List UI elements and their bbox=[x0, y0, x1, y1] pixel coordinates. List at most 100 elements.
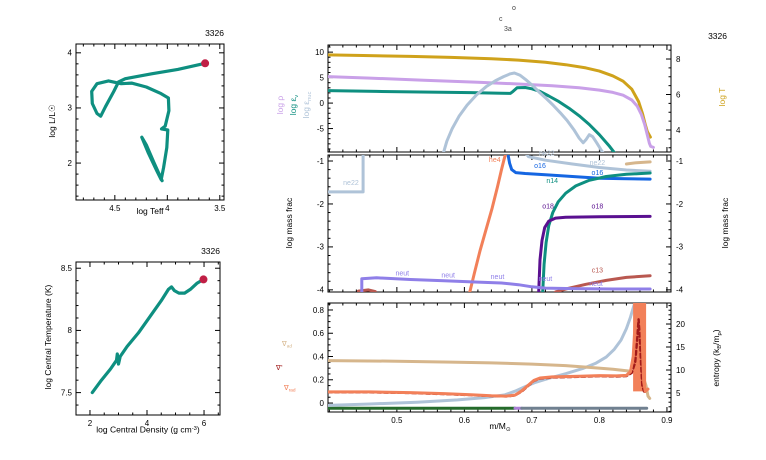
p1-ylabel-log-eps-nuc: log εnuc bbox=[300, 91, 314, 119]
current-model-marker bbox=[201, 59, 210, 68]
current-model-marker bbox=[199, 275, 208, 284]
curve-label-neut: neut bbox=[539, 276, 553, 283]
p1-ylabel-log-T: log T bbox=[717, 87, 727, 107]
tick-label: 0.8 bbox=[313, 306, 325, 315]
tick-label: -4 bbox=[676, 286, 684, 295]
burn-label-o: o bbox=[512, 5, 516, 12]
panel-series bbox=[90, 61, 207, 183]
tick-label: -3 bbox=[317, 243, 325, 252]
tick-label: 2 bbox=[88, 419, 93, 428]
p3-label-grad-ad: ∇ad bbox=[282, 341, 292, 350]
tick-label: 5 bbox=[320, 73, 325, 82]
p3-ylabel-entropy: entropy (kB/mp) bbox=[710, 329, 724, 387]
trho-x-axis-label: log Central Density (g cm-3) bbox=[96, 424, 200, 435]
profile-model-number: 3326 bbox=[708, 31, 727, 41]
tick-label: -2 bbox=[317, 200, 325, 209]
series-evolution-track bbox=[90, 61, 207, 183]
tick-label: 15 bbox=[676, 343, 685, 352]
series-log-rho bbox=[328, 75, 655, 149]
curve-label-ne22: ne22 bbox=[343, 180, 359, 187]
curve-label-o18: o18 bbox=[542, 203, 554, 210]
burn-label-c: c bbox=[499, 16, 503, 23]
panel-profile-bot: 0.5 0.6 0.7 0.8 0.9 0.8 0.6 0.4 0.2 0 20 15 10 5 bbox=[313, 302, 685, 425]
tick-label: 5 bbox=[676, 389, 681, 398]
panel-series bbox=[328, 155, 652, 292]
tick-label: 0.5 bbox=[391, 416, 403, 425]
curve-label-n14: n14 bbox=[546, 178, 558, 185]
curve-label-neut: neut bbox=[491, 274, 505, 281]
tick-label: 3 bbox=[68, 104, 73, 113]
tick-label: 4 bbox=[145, 419, 150, 428]
curve-label-o16: o16 bbox=[534, 163, 546, 170]
curve-label-o18: o18 bbox=[592, 203, 604, 210]
tick-label: 0 bbox=[320, 399, 325, 408]
curve-label-neut: neut bbox=[395, 271, 409, 278]
hr-model-number: 3326 bbox=[205, 28, 224, 38]
p1-ylabel-log-rho: log ρ bbox=[274, 95, 285, 115]
tick-label: -2 bbox=[676, 200, 684, 209]
curve-label-ne22: ne22 bbox=[539, 150, 555, 157]
tick-label: 0.7 bbox=[526, 416, 538, 425]
tick-label: 4.5 bbox=[109, 204, 121, 213]
series-grad-star bbox=[328, 318, 648, 398]
curve-label-he4: he4 bbox=[489, 157, 501, 164]
series-ne22-core bbox=[328, 155, 365, 194]
tick-label: 8 bbox=[68, 326, 73, 335]
tick-label: -3 bbox=[676, 243, 684, 252]
tick-label: 6 bbox=[676, 90, 681, 99]
panel-hr: 4.5 4 3.5 4 3 2 bbox=[68, 43, 226, 213]
panel-frame bbox=[327, 154, 672, 293]
tick-label: 0 bbox=[320, 99, 325, 108]
series-c12 bbox=[624, 160, 652, 166]
series-grad-rad bbox=[328, 303, 650, 398]
series-n14 bbox=[541, 171, 652, 292]
tick-label: 4 bbox=[676, 126, 681, 135]
tick-label: -1 bbox=[317, 157, 325, 166]
hr-x-axis-label: log Teff bbox=[136, 206, 164, 216]
series-log-T bbox=[328, 53, 652, 139]
profile-x-axis-label: m/M⊙ bbox=[489, 421, 511, 434]
curve-label-neut: neut bbox=[441, 272, 455, 279]
panel-frame bbox=[327, 302, 672, 413]
curve-label-c13: c13 bbox=[592, 268, 603, 275]
tick-label: 8.5 bbox=[61, 264, 73, 273]
tick-label: 6 bbox=[202, 419, 207, 428]
series-he4 bbox=[468, 155, 507, 292]
tick-label: 20 bbox=[676, 320, 685, 329]
tick-label: 0.6 bbox=[459, 416, 471, 425]
curve-label-ne22: ne22 bbox=[590, 160, 606, 167]
panel-frame bbox=[75, 43, 225, 201]
p1-ylabel-log-eps-nu: log εν bbox=[287, 94, 301, 116]
tick-label: 7.5 bbox=[61, 388, 73, 397]
series-log-eps-nuc bbox=[442, 71, 605, 152]
trho-y-axis-label: log Central Temperature (K) bbox=[43, 284, 53, 390]
tick-label: 8 bbox=[676, 55, 681, 64]
panel-frame bbox=[75, 261, 221, 416]
tick-label: 0.8 bbox=[594, 416, 606, 425]
tick-label: -1 bbox=[676, 157, 684, 166]
tick-label: 10 bbox=[676, 366, 685, 375]
p3-label-grad-star: ∇* bbox=[276, 365, 283, 373]
panel-series bbox=[90, 277, 206, 395]
tick-label: 0.4 bbox=[313, 352, 325, 361]
hr-y-axis-label: log L/L☉ bbox=[47, 104, 57, 138]
p3-label-grad-rad: ∇rad bbox=[284, 385, 296, 394]
series-ne22-envelope bbox=[525, 155, 652, 173]
tick-label: 4 bbox=[165, 204, 170, 213]
panel-series bbox=[328, 303, 652, 410]
tick-label: 2 bbox=[68, 159, 73, 168]
series-log-eps-nu bbox=[328, 86, 616, 152]
tick-label: -5 bbox=[317, 124, 325, 133]
curve-label-o16: o16 bbox=[592, 170, 604, 177]
tick-label: 0.2 bbox=[313, 376, 325, 385]
panel-series bbox=[328, 53, 655, 152]
burn-label-3a: 3a bbox=[504, 26, 512, 33]
tick-label: 4 bbox=[68, 49, 73, 58]
tick-label: -4 bbox=[317, 286, 325, 295]
panel-profile-top: 10 5 0 -5 8 6 4 bbox=[315, 44, 681, 153]
panel-profile-mid: -1 -1 -2 -2 -3 -3 -4 -4 ne22 he4 o16 o16 ne22 ne22 n14… bbox=[317, 150, 684, 294]
trho-model-number: 3326 bbox=[201, 246, 220, 256]
panel-frame bbox=[327, 44, 672, 153]
